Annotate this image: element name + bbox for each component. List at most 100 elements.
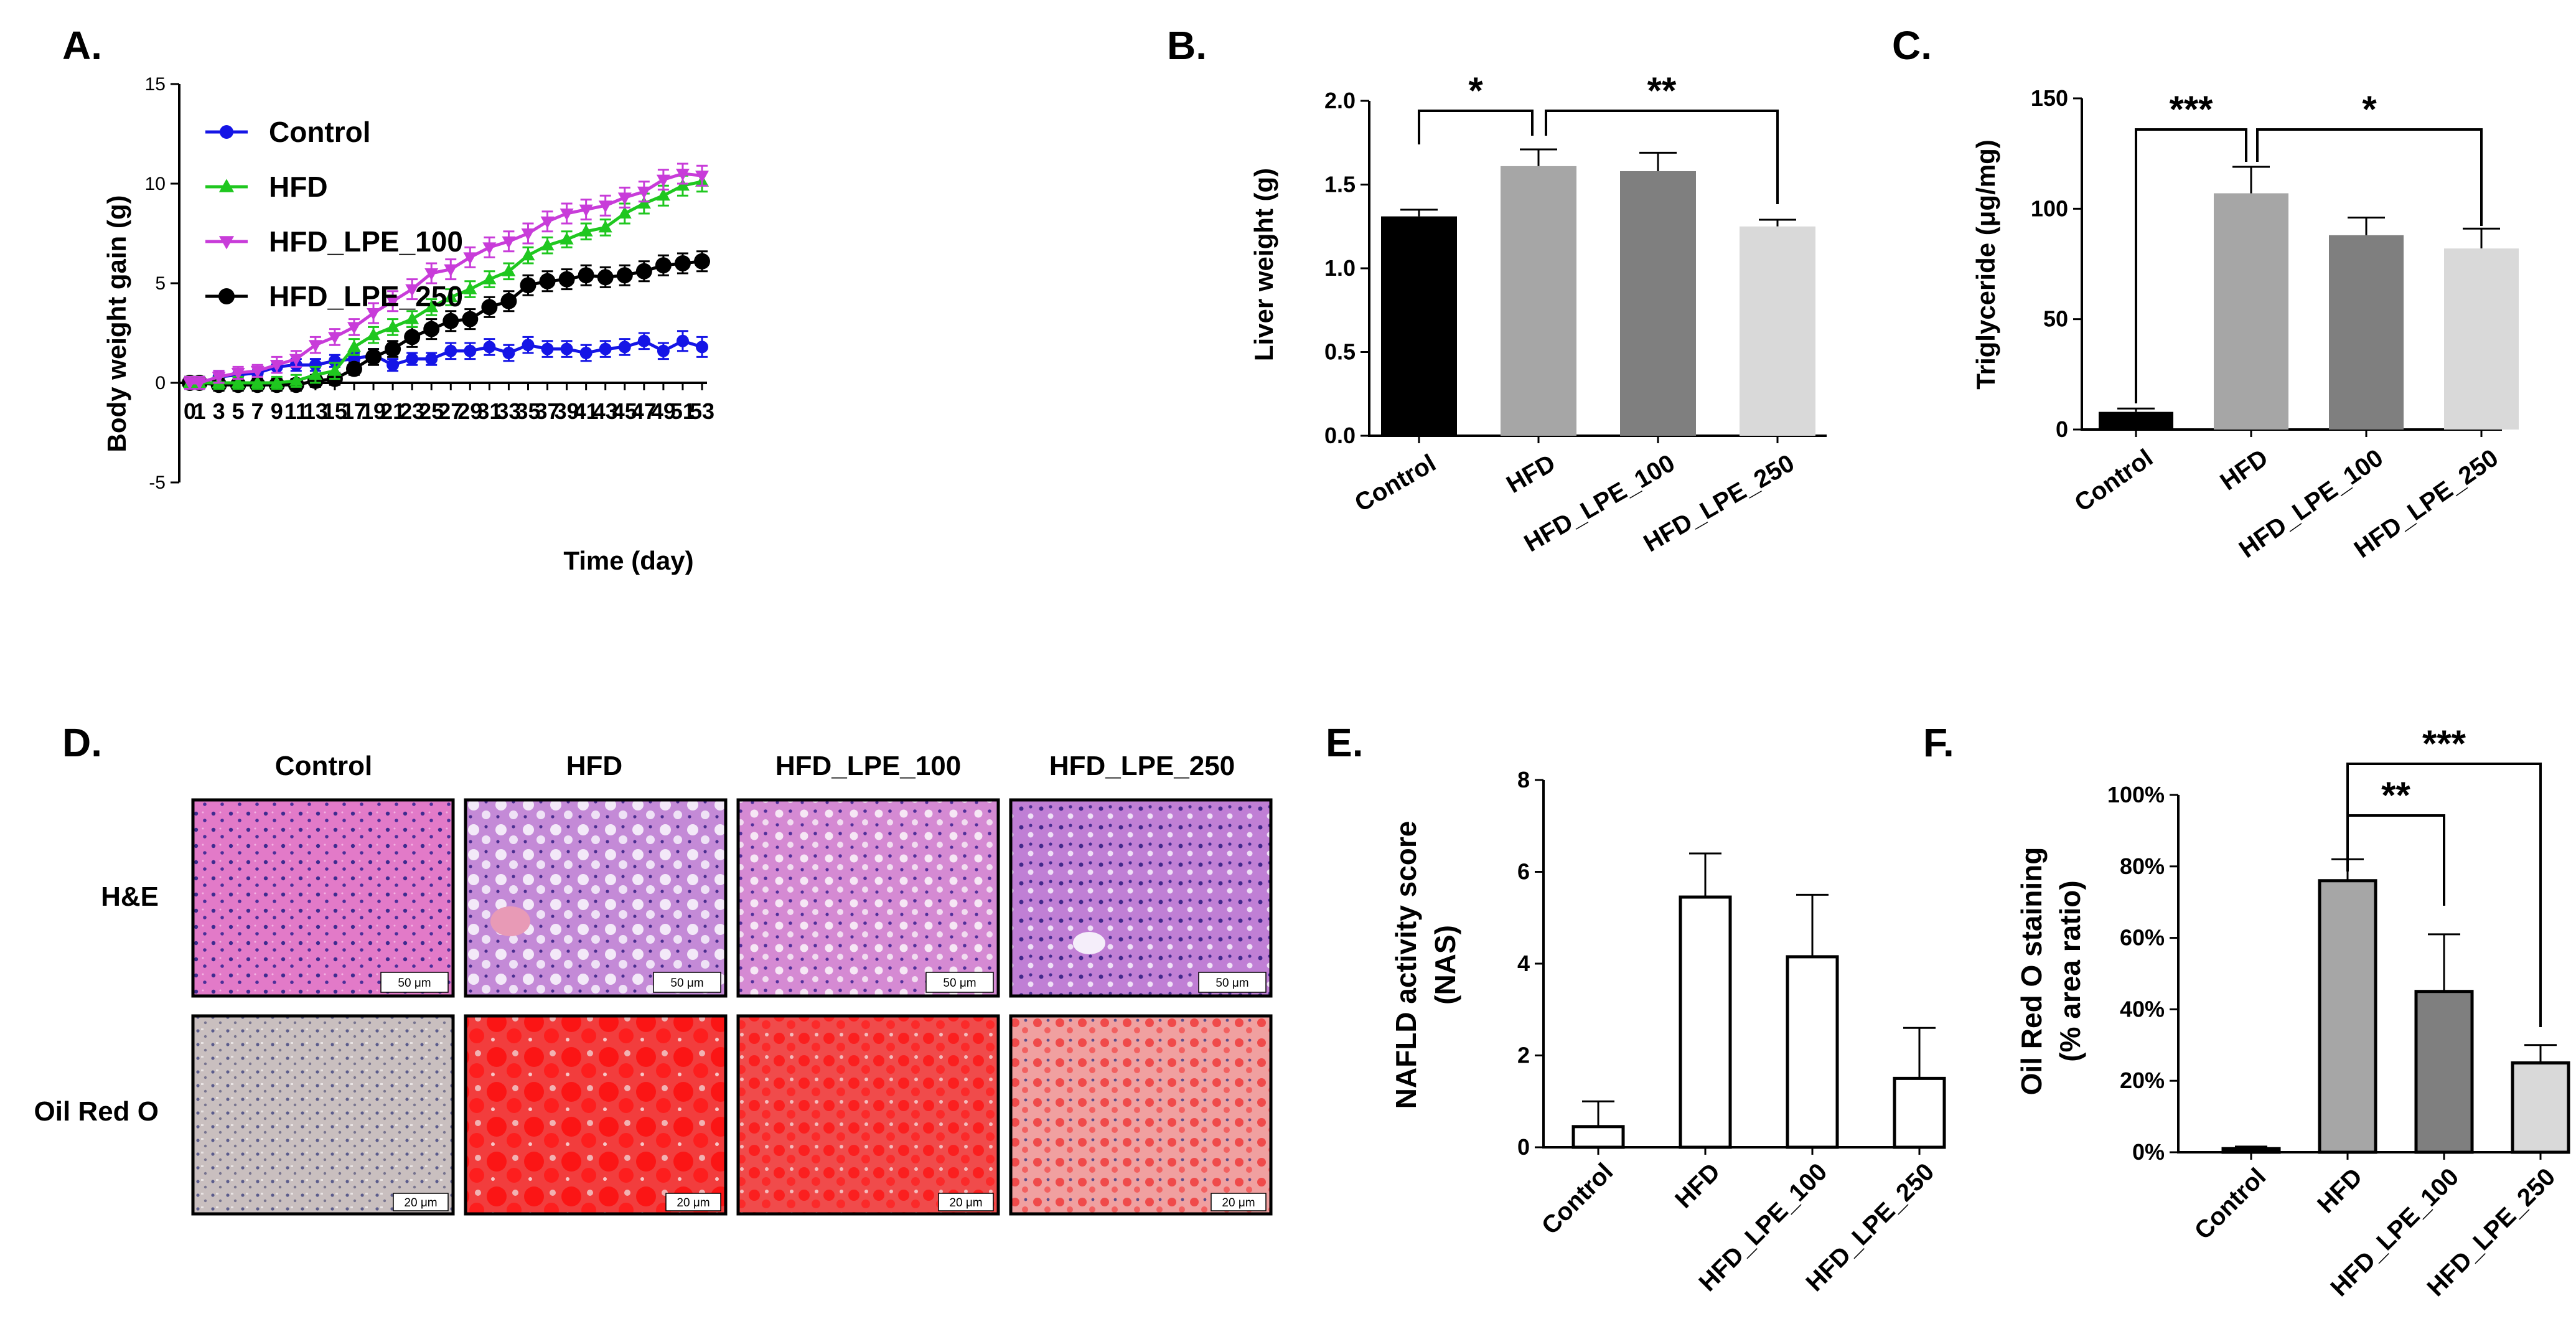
data-point-hfd-lpe-100 [386,296,400,309]
data-point-hfd-lpe-250 [443,312,459,329]
panel-a-xtick-label: 47 [632,398,657,424]
data-point-hfd-lpe-250 [655,257,672,274]
legend-label-control: Control [269,116,371,148]
legend-marker-hfd-lpe-250 [218,288,235,304]
panel-a-xtick-label: 45 [612,398,637,424]
panel-b-bar-control [1381,216,1457,436]
panel-f-category-label-control: Control [2190,1163,2272,1245]
histology-row-he: H&E [101,881,159,912]
panel-c-label: C. [1892,23,1932,68]
panel-c-category-label-hfd: HFD [2216,444,2274,496]
panel-c-category-label-control: Control [2069,444,2158,517]
data-point-hfd [347,339,361,352]
panel-a-xtick-label: 43 [593,398,618,424]
data-point-hfd [656,188,670,201]
data-point-hfd [289,374,303,386]
panel-f-significance-mark: ** [2381,774,2410,816]
histology-col-control: Control [275,751,372,781]
histology-col-hfd: HFD [566,751,622,781]
data-point-hfd-lpe-250 [674,255,691,271]
data-point-hfd-lpe-250 [635,263,652,280]
data-point-hfd-lpe-100 [231,368,245,380]
data-point-hfd-lpe-100 [598,200,612,213]
data-point-hfd-lpe-100 [695,171,709,183]
panel-c-bar-hfd [2214,193,2288,430]
panel-b-category-label-control: Control [1350,449,1440,517]
legend-marker-hfd-lpe-100 [218,236,235,250]
histology-col-hfd-lpe-100: HFD_LPE_100 [775,751,961,781]
scale-oilredo-control: 20 μm [404,1196,437,1210]
panel-b-category-label-hfd: HFD [1502,449,1560,499]
panel-c-significance-bracket [2135,128,2247,403]
panel-b-significance-bracket [1418,110,1534,144]
panel-a-xtick-label: 11 [284,398,308,424]
micrograph-he-hfd-lpe-250: 50 μm [1009,798,1273,998]
data-point-hfd [405,312,419,324]
panel-a-xtick-label: 31 [477,398,502,424]
panel-e: E. NAFLD activity score (NAS) 0 2 4 6 8 Contr… [1326,720,1946,1297]
panel-a-label: A. [62,23,102,68]
legend-label-hfd-lpe-100: HFD_LPE_100 [269,225,463,258]
panel-b: B. Liver weight (g) 0.0 0.5 1.0 1.5 2.0 Contr… [1167,23,1827,557]
data-point-control [599,342,612,355]
panel-e-ytick-label: 2 [1517,1043,1530,1068]
data-point-hfd-lpe-250 [345,360,362,377]
panel-a-xtick-label: 0 [184,398,196,424]
panel-b-ylabel: Liver weight (g) [1249,168,1278,361]
series-line-hfd [190,180,703,385]
panel-b-ytick-label: 2.0 [1324,88,1356,113]
data-point-hfd-lpe-250 [694,253,710,270]
data-point-hfd-lpe-250 [539,273,556,289]
data-point-hfd-lpe-100 [463,252,477,265]
panel-f-category-label-hfd: HFD [2312,1163,2368,1218]
data-point-hfd-lpe-100 [482,242,497,255]
panel-e-bar-hfd [1679,895,1732,1149]
panel-a-legend: Control HFD HFD_LPE_100 HFD_LPE_250 [205,116,463,312]
data-point-control [637,334,650,347]
data-point-hfd-lpe-250 [597,269,614,286]
data-point-hfd-lpe-250 [558,271,575,288]
scale-he-control: 50 μm [398,977,431,990]
panel-c-bar-hfd-lpe-250 [2444,248,2519,430]
panel-f-label: F. [1923,720,1954,765]
panel-e-category-label-hfd: HFD [1670,1158,1725,1213]
panel-c: C. Triglyceride (μg/mg) 0 50 100 150 Control… [1892,23,2519,563]
data-point-control [696,341,708,354]
panel-a-xtick-label: 3 [213,398,225,424]
panel-a-xtick-label: 25 [419,398,444,424]
panel-e-ylabel-line2: (NAS) [1429,925,1461,1005]
data-point-hfd [250,375,265,388]
panel-c-significance-mark: * [2362,88,2377,130]
histology-col-hfd-lpe-250: HFD_LPE_250 [1049,751,1235,781]
panel-a-xtick-label: 17 [342,398,367,424]
panel-b-label: B. [1167,23,1207,68]
data-point-hfd-lpe-100 [289,354,303,367]
data-point-hfd-lpe-250 [404,329,421,345]
panel-a-xtick-label: 23 [400,398,424,424]
panel-f-ytick-label: 40% [2120,996,2165,1022]
series-line-hfd-lpe-250 [190,260,703,387]
data-point-hfd-lpe-250 [500,293,517,309]
panel-c-ytick-label: 150 [2031,85,2068,111]
data-point-control [425,352,438,365]
data-point-hfd-lpe-250 [423,321,440,337]
panel-e-ytick-label: 0 [1517,1134,1530,1160]
data-point-hfd [424,299,439,312]
panel-a-ytick-label: 5 [155,273,166,294]
panel-a-xtick-label: 1 [194,398,206,424]
data-point-control [579,347,592,359]
data-point-hfd-lpe-100 [192,378,207,390]
data-point-hfd [560,232,574,245]
panel-a-xtick-label: 37 [535,398,560,424]
panel-f-ylabel-line1: Oil Red O staining [2015,847,2048,1096]
data-point-control [328,354,341,367]
panel-c-bar-hfd-lpe-100 [2329,235,2404,430]
panel-f-ytick-label: 20% [2120,1068,2165,1093]
data-point-hfd-lpe-100 [560,209,574,221]
micrograph-oilredo-hfd: 20 μm [464,1014,728,1216]
data-point-hfd [617,206,632,218]
data-point-hfd-lpe-100 [327,332,342,344]
